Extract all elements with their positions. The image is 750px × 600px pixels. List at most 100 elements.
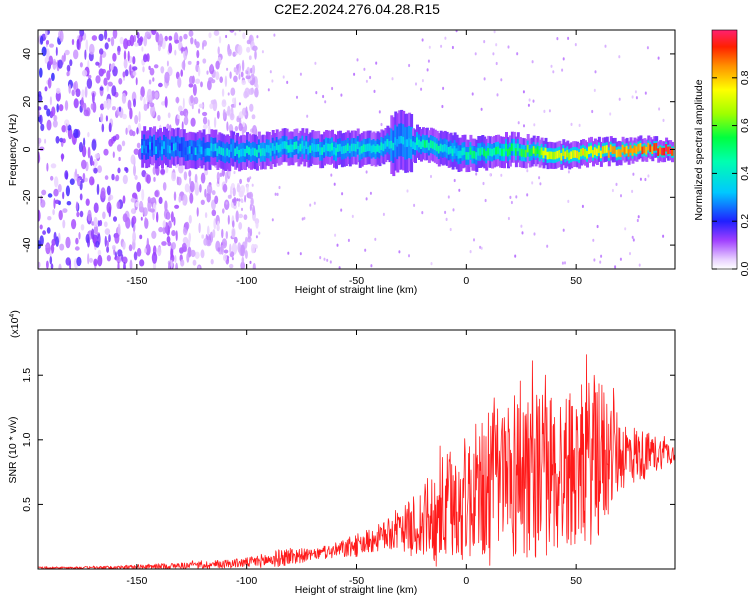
noise-cell (420, 87, 423, 91)
ridge-cell (499, 148, 502, 156)
noise-cell (84, 86, 88, 98)
noise-cell (152, 77, 155, 82)
noise-cell (83, 137, 86, 148)
ridge-cell (611, 146, 615, 154)
noise-cell (252, 262, 256, 269)
noise-cell (194, 173, 198, 184)
ridge-cell (281, 141, 285, 150)
noise-cell (245, 106, 248, 114)
noise-cell (42, 230, 46, 235)
noise-cell (247, 226, 250, 233)
ridge-cell (151, 142, 154, 151)
noise-cell (133, 98, 136, 108)
noise-cell (189, 192, 194, 204)
noise-cell (92, 161, 95, 166)
noise-cell (206, 184, 213, 195)
noise-cell (299, 252, 302, 256)
noise-cell (134, 175, 138, 180)
noise-cell (330, 173, 333, 177)
noise-cell (351, 214, 354, 218)
noise-cell (50, 175, 54, 181)
noise-cell (510, 200, 513, 205)
ridge-cell (251, 147, 255, 156)
noise-cell (227, 194, 232, 199)
noise-cell (228, 170, 231, 177)
noise-cell (139, 36, 144, 43)
ridge-cell (372, 144, 375, 152)
ridge-cell (625, 145, 629, 154)
noise-cell (178, 163, 184, 174)
noise-cell (65, 257, 71, 266)
ridge-cell (489, 148, 492, 156)
noise-cell (148, 65, 151, 71)
ridge-cell (663, 147, 666, 156)
noise-cell (611, 188, 614, 193)
ridge-cell (465, 152, 468, 160)
noise-cell (40, 195, 43, 204)
ridge-cell (570, 151, 573, 159)
noise-cell (173, 191, 177, 201)
x-tick-label: -50 (349, 275, 364, 287)
ridge-cell (435, 143, 439, 152)
noise-cell (50, 263, 54, 269)
snr-marks (38, 354, 675, 569)
noise-cell (65, 123, 68, 134)
noise-cell (136, 127, 139, 135)
noise-cell (241, 199, 244, 203)
noise-cell (567, 36, 570, 41)
ridge-cell (279, 143, 283, 152)
noise-cell (646, 46, 649, 50)
noise-cell (237, 242, 242, 253)
noise-cell (161, 241, 167, 246)
noise-cell (119, 36, 124, 45)
ridge-cell (457, 151, 460, 159)
noise-cell (444, 36, 447, 40)
noise-cell (52, 119, 58, 128)
noise-cell (46, 48, 50, 60)
noise-cell (171, 230, 176, 237)
noise-cell (84, 177, 88, 182)
noise-cell (546, 244, 549, 248)
ridge-cell (526, 144, 530, 153)
noise-cell (131, 215, 137, 225)
noise-cell (236, 198, 239, 202)
ridge-cell (586, 151, 589, 159)
ridge-cell (192, 146, 196, 155)
noise-cell (251, 114, 256, 120)
noise-cell (618, 55, 621, 59)
noise-cell (329, 260, 332, 264)
ridge-cell (327, 143, 330, 152)
ridge-cell (166, 145, 170, 153)
noise-cell (44, 138, 47, 144)
noise-cell (489, 173, 492, 177)
noise-cell (144, 247, 147, 254)
noise-cell (221, 228, 224, 239)
noise-cell (127, 99, 132, 110)
noise-cell (445, 217, 448, 221)
noise-cell (421, 38, 424, 42)
noise-cell (229, 30, 235, 33)
ridge-cell (552, 151, 555, 160)
noise-cell (600, 254, 603, 258)
noise-cell (226, 256, 229, 262)
ridge-cell (477, 148, 480, 156)
noise-cell (250, 67, 253, 74)
ridge-cell (475, 152, 478, 160)
noise-cell (61, 125, 67, 133)
noise-cell (177, 176, 182, 186)
noise-cell (340, 93, 343, 97)
ridge-cell (566, 149, 569, 158)
noise-cell (309, 203, 312, 207)
noise-cell (539, 182, 542, 186)
noise-cell (75, 88, 81, 97)
noise-cell (81, 159, 87, 170)
noise-cell (129, 34, 135, 47)
noise-cell (239, 178, 243, 185)
noise-cell (71, 38, 75, 46)
ridge-cell (255, 149, 259, 158)
noise-cell (49, 43, 54, 48)
ridge-cell (204, 148, 207, 157)
ridge-cell (467, 152, 470, 160)
snr-y-label: SNR (10 * v/v) (7, 416, 19, 483)
ridge-cell (669, 146, 672, 154)
